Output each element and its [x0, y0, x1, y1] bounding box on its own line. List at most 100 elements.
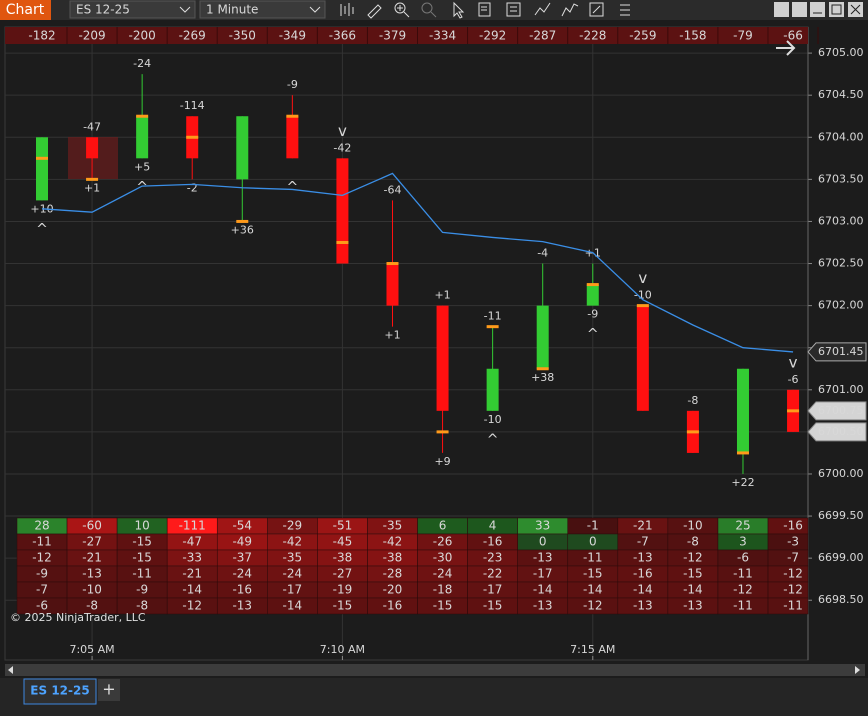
candle-top-label: -4: [537, 247, 548, 260]
table-value: -28: [383, 567, 403, 581]
toolbar-icons[interactable]: [340, 1, 630, 19]
table-value: -17: [533, 567, 553, 581]
chart-tab[interactable]: [0, 0, 51, 20]
table-value: 10: [134, 519, 149, 533]
delta-value: -269: [179, 29, 206, 43]
y-tick-label: 6698.50: [818, 593, 864, 606]
tab-title: Chart: [6, 2, 45, 18]
delta-value: -334: [429, 29, 456, 43]
instrument-tab[interactable]: [23, 678, 97, 705]
delta-value: -287: [529, 29, 556, 43]
scrollbar[interactable]: [5, 664, 865, 676]
poc-marker: [236, 219, 249, 223]
copyright: © 2025 NinjaTrader, LLC: [10, 611, 146, 624]
table-value: -11: [733, 567, 753, 581]
add-tab-button[interactable]: [98, 679, 120, 701]
candle-top-label: +1: [434, 289, 450, 302]
maximize-button[interactable]: [829, 2, 844, 17]
table-value: -15: [132, 535, 152, 549]
table-value: -14: [182, 583, 202, 597]
buy-signal: ^: [286, 179, 298, 195]
table-value: -15: [483, 599, 503, 613]
table-value: -6: [737, 551, 749, 565]
y-tick-label: 6699.50: [818, 509, 864, 522]
x-tick-label: 7:15 AM: [570, 643, 615, 656]
table-value: -35: [383, 519, 403, 533]
window-button[interactable]: [774, 2, 789, 17]
candle-body: [336, 158, 349, 264]
candle-top-label: -9: [287, 78, 298, 91]
table-value: 33: [535, 519, 550, 533]
table-value: -1: [587, 519, 599, 533]
table-value: -12: [583, 599, 603, 613]
table-value: 0: [589, 535, 597, 549]
candle-body: [136, 116, 149, 159]
candle-body: [386, 263, 399, 306]
table-value: -24: [232, 567, 252, 581]
table-value: -51: [333, 519, 353, 533]
candle-bottom-label: +1: [84, 181, 100, 194]
delta-value: -79: [733, 29, 753, 43]
scroll-end-arrow[interactable]: [776, 40, 796, 56]
table-value: -12: [733, 583, 753, 597]
candle-bottom-label: +38: [531, 371, 554, 384]
table-value: -27: [82, 535, 102, 549]
price-marker: [807, 401, 867, 421]
dropdown-arrow: [179, 6, 191, 13]
table-value: -42: [283, 535, 303, 549]
table-value: -13: [533, 551, 553, 565]
window-button[interactable]: [792, 2, 807, 17]
x-tick-label: 7:05 AM: [69, 643, 114, 656]
delta-value: -292: [479, 29, 506, 43]
table-value: -13: [533, 599, 553, 613]
table-value: 4: [489, 519, 497, 533]
table-value: -11: [783, 599, 803, 613]
poc-marker: [736, 451, 749, 455]
table-value: -18: [433, 583, 453, 597]
table-value: -12: [32, 551, 52, 565]
table-value: -16: [633, 567, 653, 581]
y-tick-label: 6704.50: [818, 88, 864, 101]
candle-top-label: -114: [180, 99, 205, 112]
instrument-selector[interactable]: [69, 0, 196, 19]
delta-row-bg: [5, 27, 808, 44]
table-value: -12: [683, 551, 703, 565]
y-tick-label: 6701.00: [818, 383, 864, 396]
table-value: -30: [433, 551, 453, 565]
table-value: -16: [383, 599, 403, 613]
table-value: -11: [132, 567, 152, 581]
candle-bottom-label: +36: [231, 223, 254, 236]
table-value: -16: [483, 535, 503, 549]
y-tick-label: 6705.00: [818, 46, 864, 59]
y-tick-label: 6700.00: [818, 467, 864, 480]
table-value: -16: [232, 583, 252, 597]
table-value: -11: [32, 535, 52, 549]
table-value: -24: [283, 567, 303, 581]
y-tick-label: 6699.00: [818, 551, 864, 564]
table-value: -11: [583, 551, 603, 565]
table-value: -6: [36, 599, 48, 613]
interval-selector[interactable]: [199, 0, 326, 19]
poc-marker: [86, 177, 99, 181]
candle-body: [536, 305, 549, 369]
table-value: -23: [483, 551, 503, 565]
table-value: -47: [182, 535, 202, 549]
candle-body: [636, 305, 649, 411]
table-value: -15: [132, 551, 152, 565]
minimize-button[interactable]: [810, 2, 825, 17]
table-value: -33: [182, 551, 202, 565]
table-value: -22: [483, 567, 503, 581]
dropdown-arrow: [309, 6, 321, 13]
candle-body: [736, 368, 749, 453]
tab-bar: [0, 678, 868, 716]
price-marker: [807, 342, 867, 362]
table-value: -26: [433, 535, 453, 549]
delta-value: -350: [229, 29, 256, 43]
table-value: -15: [333, 599, 353, 613]
candle-top-label: -11: [484, 310, 502, 323]
table-value: -7: [637, 535, 649, 549]
table-value: -10: [683, 519, 703, 533]
marks: +10^-47+1-24+5^-114-2+36-9^-42v-64+1+1+9…: [5, 27, 867, 615]
table-value: -15: [433, 599, 453, 613]
table-value: -14: [283, 599, 303, 613]
